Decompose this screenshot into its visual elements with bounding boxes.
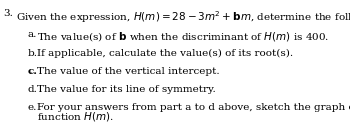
Text: c.: c. (28, 67, 38, 76)
Text: a.: a. (28, 30, 37, 39)
Text: Given the expression, $H(m) = 28 - 3m^2 + \mathbf{b}m$, determine the following:: Given the expression, $H(m) = 28 - 3m^2 … (16, 9, 350, 25)
Text: The value for its line of symmetry.: The value for its line of symmetry. (37, 85, 216, 94)
Text: function $H(m)$.: function $H(m)$. (37, 110, 114, 123)
Text: The value(s) of $\mathbf{b}$ when the discriminant of $H(m)$ is 400.: The value(s) of $\mathbf{b}$ when the di… (37, 30, 329, 43)
Text: e.: e. (28, 102, 37, 112)
Text: b.: b. (28, 49, 38, 58)
Text: The value of the vertical intercept.: The value of the vertical intercept. (37, 67, 219, 76)
Text: d.: d. (28, 85, 38, 94)
Text: 3.: 3. (4, 9, 14, 18)
Text: For your answers from part a to d above, sketch the graph of the: For your answers from part a to d above,… (37, 102, 350, 112)
Text: If applicable, calculate the value(s) of its root(s).: If applicable, calculate the value(s) of… (37, 49, 293, 58)
